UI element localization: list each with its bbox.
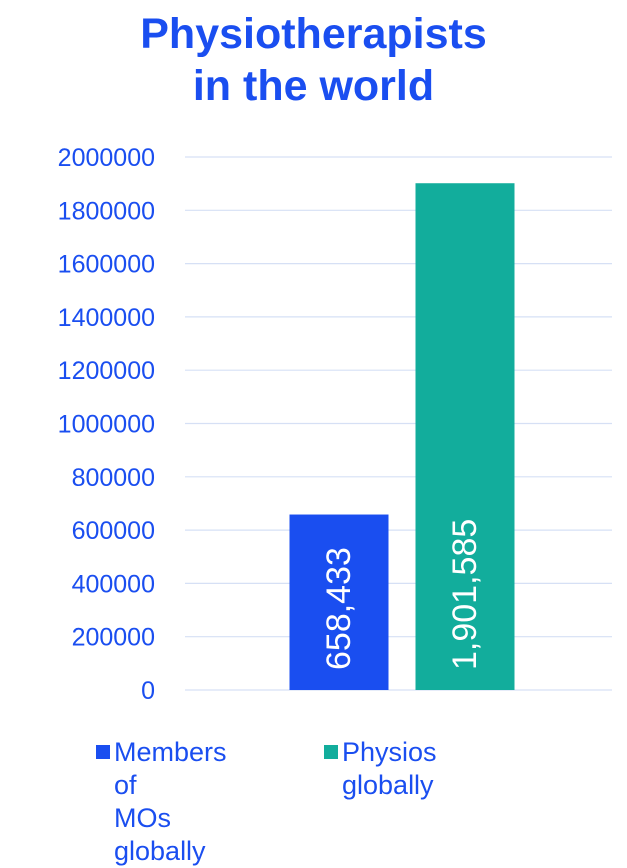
legend-label-members-line-2: MOs globally: [114, 803, 206, 866]
chart-title-line-1: Physiotherapists: [140, 10, 487, 58]
y-tick-label: 800000: [72, 464, 155, 492]
data-labels: 658,433 1,901,585: [320, 519, 484, 670]
bar: [289, 514, 389, 690]
y-axis-tick-labels: 0 200000 400000 600000 800000 1000000 1200000 1…: [58, 144, 155, 705]
y-tick-label: 1400000: [58, 304, 155, 332]
legend-swatch-members: [96, 745, 110, 759]
y-tick-label: 1800000: [58, 197, 155, 225]
y-tick-label: 2000000: [58, 144, 155, 172]
bar-chart: 0 200000 400000 600000 800000 1000000 1200000 1…: [58, 144, 612, 705]
y-tick-label: 1200000: [58, 357, 155, 385]
legend-swatch-physios: [324, 745, 338, 759]
legend-label-members: Members of MOs globally: [114, 736, 227, 868]
legend-label-physios: Physios globally: [342, 737, 437, 800]
y-tick-label: 0: [141, 677, 155, 705]
chart-title-line-2: in the world: [192, 62, 435, 110]
bars: [289, 183, 515, 690]
legend-label-members-line-1: Members of: [114, 737, 227, 800]
chart-title: Physiotherapists in the world: [0, 8, 627, 112]
gridlines: [185, 156, 612, 691]
y-tick-label: 200000: [72, 624, 155, 652]
bar-data-label: 658,433: [320, 547, 358, 670]
bar-data-label: 1,901,585: [446, 519, 484, 670]
y-tick-label: 400000: [72, 570, 155, 598]
bar: [415, 183, 515, 690]
y-tick-label: 1600000: [58, 251, 155, 279]
y-tick-label: 600000: [72, 517, 155, 545]
y-tick-label: 1000000: [58, 411, 155, 439]
legend: Members of MOs globally Physios globally: [96, 736, 616, 866]
